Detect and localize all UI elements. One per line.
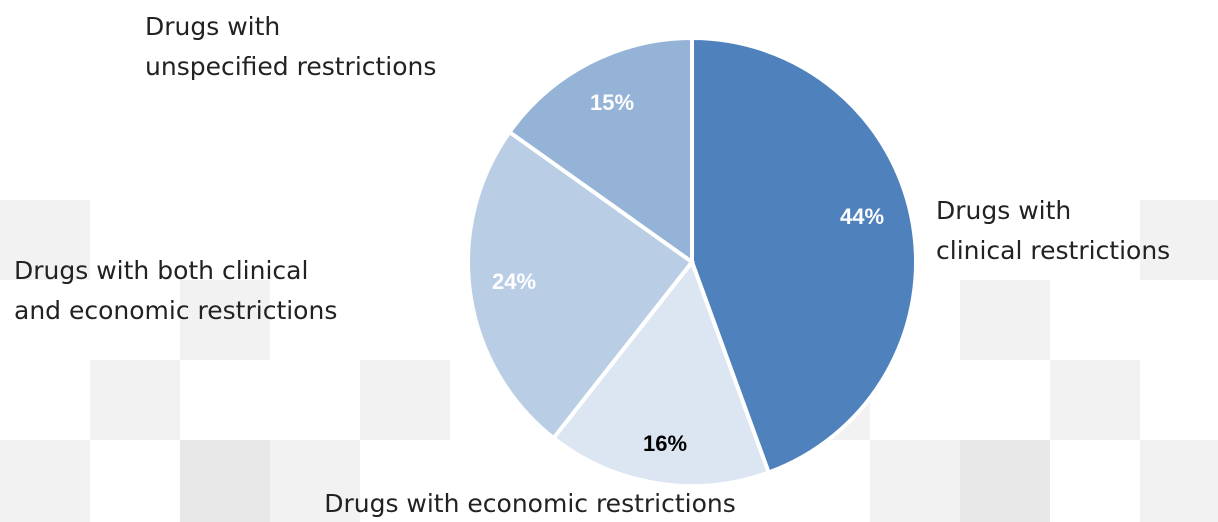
background-pattern — [0, 200, 1218, 522]
value-label: 15% — [590, 90, 634, 115]
category-label: Drugs with economic restrictions — [324, 489, 736, 518]
pie-slice — [690, 35, 918, 476]
category-label: Drugs with unspecified restrictions — [145, 12, 436, 81]
category-label: Drugs with clinical restrictions — [936, 196, 1170, 265]
value-label: 24% — [492, 269, 536, 294]
pie-slice — [506, 35, 694, 266]
value-label: 44% — [840, 204, 884, 229]
pie-slice — [466, 129, 695, 441]
pie-slice — [550, 257, 772, 488]
category-label: Drugs with both clinical and economic res… — [14, 256, 337, 325]
value-label: 16% — [643, 431, 687, 456]
